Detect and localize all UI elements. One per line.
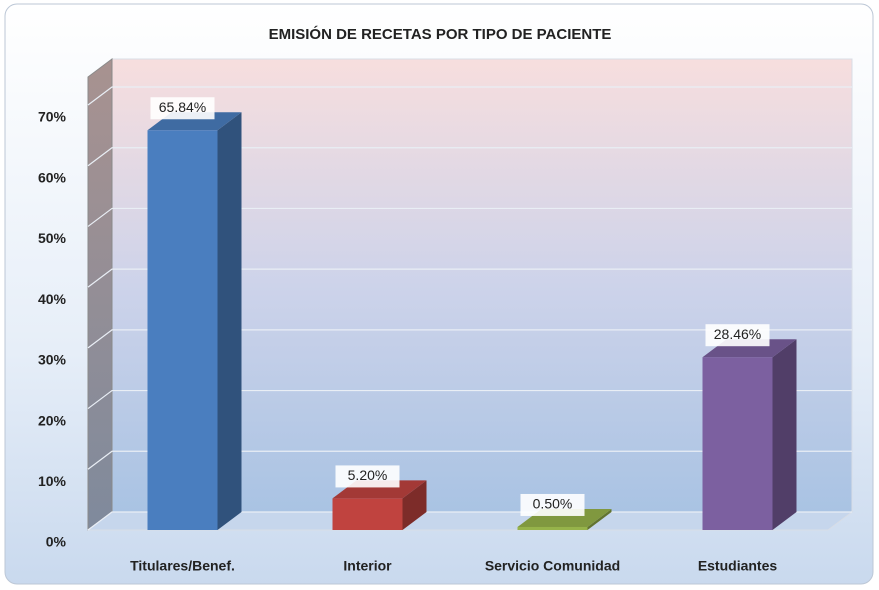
bar [702,339,797,530]
grid-line [87,147,852,167]
side-wall [87,58,113,531]
y-tick-label: 70% [38,109,67,125]
y-tick-label: 0% [46,534,67,550]
chart-title: EMISIÓN DE RECETAS POR TIPO DE PACIENTE [269,25,612,43]
value-label: 28.46% [714,326,761,342]
x-tick-label: Titulares/Benef. [130,558,235,574]
value-label-box [335,465,400,488]
bar-side [402,480,427,530]
value-label-box [150,97,215,120]
y-tick-label: 30% [38,352,67,368]
grid-line [87,389,852,410]
grid-line [87,207,852,227]
grid-line [87,329,852,349]
bar [332,480,427,530]
bar-front [332,498,403,530]
y-tick-label: 20% [38,412,67,428]
grid-line [87,268,852,288]
bar-side [772,339,797,530]
y-tick-label: 10% [38,473,67,489]
value-label: 5.20% [348,467,388,483]
x-tick-label: Interior [343,558,392,574]
y-tick-label: 50% [38,230,67,246]
bar-front [147,130,218,530]
value-label-box [520,493,585,516]
value-label-box [705,324,770,347]
y-tick-label: 60% [38,169,67,185]
y-tick-label: 40% [38,291,67,307]
bar [147,112,242,530]
value-label: 0.50% [533,496,573,512]
bar-front [702,357,773,530]
bar-side [217,112,242,530]
bar-side [587,508,612,530]
grid-line [87,86,852,106]
x-tick-label: Estudiantes [698,558,778,574]
grid-line [87,450,852,470]
bar-front [517,526,588,530]
value-label: 65.84% [159,99,206,115]
x-tick-label: Servicio Comunidad [485,558,620,574]
